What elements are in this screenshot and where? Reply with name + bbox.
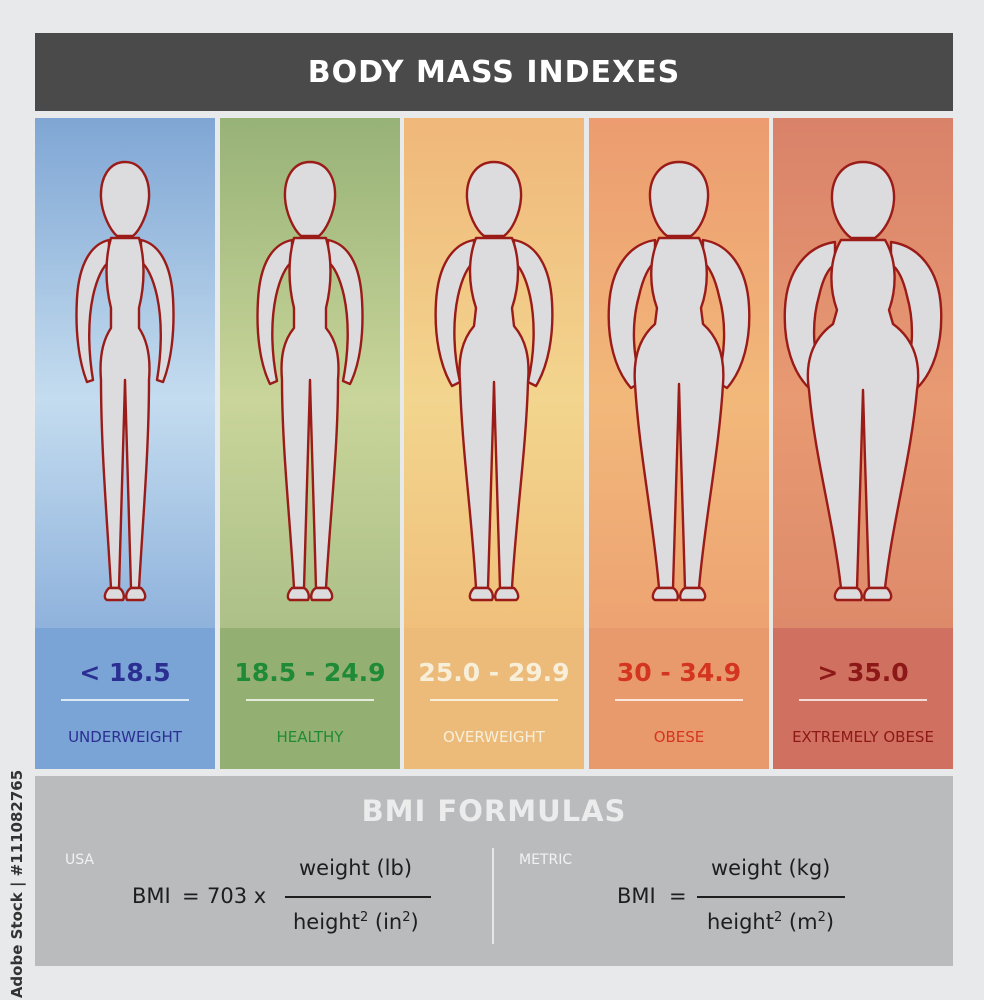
usa-denominator-base: height xyxy=(293,910,360,934)
usa-unit-exp: 2 xyxy=(402,910,411,925)
region-label-metric: METRIC xyxy=(519,852,573,868)
category-label: OBESE xyxy=(653,728,705,746)
body-silhouette xyxy=(75,160,175,602)
category-label: HEALTHY xyxy=(276,728,344,746)
usa-fraction-bar xyxy=(285,896,431,898)
overweight-body-icon xyxy=(404,118,584,628)
usa-denominator: height2 (in2) xyxy=(293,910,419,934)
bmi-range: > 35.0 xyxy=(817,658,909,687)
bmi-range: 25.0 - 29.9 xyxy=(418,658,570,687)
extremely-obese-body-icon xyxy=(773,118,953,628)
category-column-extremely-obese: > 35.0 EXTREMELY OBESE xyxy=(773,118,953,769)
metric-denominator-base: height xyxy=(707,910,774,934)
category-column-overweight: 25.0 - 29.9 OVERWEIGHT xyxy=(404,118,584,769)
title-bar: BODY MASS INDEXES xyxy=(35,33,953,111)
body-silhouette xyxy=(607,160,751,602)
metric-numerator: weight (kg) xyxy=(711,856,831,880)
category-column-underweight: < 18.5 UNDERWEIGHT xyxy=(35,118,215,769)
category-column-obese: 30 - 34.9 OBESE xyxy=(589,118,769,769)
metric-bmi-label: BMI xyxy=(617,884,656,908)
usa-equals: = xyxy=(182,884,200,908)
formula-divider xyxy=(492,848,494,944)
usa-denominator-exp: 2 xyxy=(359,910,369,925)
bmi-range: 18.5 - 24.9 xyxy=(234,658,386,687)
category-label-area: > 35.0 EXTREMELY OBESE xyxy=(773,628,953,769)
formula-panel: BMI FORMULAS USA BMI = 703 x weight (lb)… xyxy=(35,776,953,966)
category-label: UNDERWEIGHT xyxy=(68,728,182,746)
usa-numerator: weight (lb) xyxy=(299,856,413,880)
metric-denominator-exp: 2 xyxy=(773,910,783,925)
divider xyxy=(246,699,374,701)
healthy-body-icon xyxy=(220,118,400,628)
region-label-usa: USA xyxy=(65,852,94,868)
bmi-categories: < 18.5 UNDERWEIGHT 18.5 - 24.9 xyxy=(35,118,953,769)
body-silhouette xyxy=(783,160,943,602)
bmi-range: 30 - 34.9 xyxy=(616,658,742,687)
category-column-healthy: 18.5 - 24.9 HEALTHY xyxy=(220,118,400,769)
category-label: EXTREMELY OBESE xyxy=(792,728,934,746)
metric-unit-close: ) xyxy=(825,910,835,934)
usa-unit-close: ) xyxy=(410,910,419,934)
metric-equals: = xyxy=(669,884,687,908)
page-title: BODY MASS INDEXES xyxy=(307,54,681,90)
body-silhouette xyxy=(256,160,364,602)
underweight-body-icon xyxy=(35,118,215,628)
metric-fraction-bar xyxy=(697,896,845,898)
divider xyxy=(799,699,927,701)
metric-unit-exp: 2 xyxy=(817,910,826,925)
side-credit: Adobe Stock | #111082765 xyxy=(6,0,28,1000)
metric-unit-open: (m xyxy=(788,910,818,934)
side-credit-text: Adobe Stock | #111082765 xyxy=(8,769,26,999)
divider xyxy=(61,699,189,701)
category-label-area: 30 - 34.9 OBESE xyxy=(589,628,769,769)
category-label: OVERWEIGHT xyxy=(443,728,545,746)
usa-factor: 703 x xyxy=(207,884,267,908)
formula-title: BMI FORMULAS xyxy=(361,794,627,828)
category-label-area: 18.5 - 24.9 HEALTHY xyxy=(220,628,400,769)
obese-body-icon xyxy=(589,118,769,628)
metric-denominator: height2 (m2) xyxy=(707,910,834,934)
divider xyxy=(430,699,558,701)
category-label-area: 25.0 - 29.9 OVERWEIGHT xyxy=(404,628,584,769)
divider xyxy=(615,699,743,701)
body-silhouette xyxy=(434,160,554,602)
category-label-area: < 18.5 UNDERWEIGHT xyxy=(35,628,215,769)
usa-unit-open: (in xyxy=(374,910,403,934)
bmi-range: < 18.5 xyxy=(79,658,171,687)
usa-bmi-label: BMI xyxy=(132,884,171,908)
